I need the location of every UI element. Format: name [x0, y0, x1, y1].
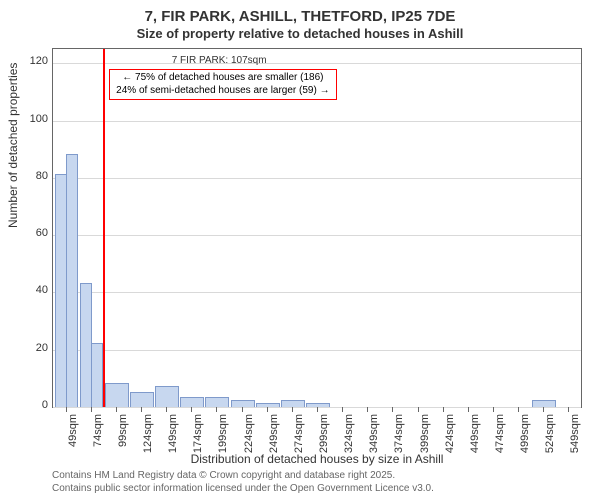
chart-container: 7, FIR PARK, ASHILL, THETFORD, IP25 7DE …: [0, 0, 600, 500]
x-tick-mark: [191, 407, 192, 412]
x-tick-mark: [267, 407, 268, 412]
x-tick-mark: [443, 407, 444, 412]
annotation-line-1: ← 75% of detached houses are smaller (18…: [116, 72, 329, 85]
histogram-bar: [205, 397, 229, 407]
histogram-bar: [66, 154, 79, 407]
histogram-bar: [256, 403, 280, 407]
histogram-bar: [105, 383, 129, 407]
x-tick-mark: [418, 407, 419, 412]
x-tick-mark: [392, 407, 393, 412]
gridline: [53, 292, 581, 293]
x-tick-mark: [468, 407, 469, 412]
histogram-bar: [91, 343, 104, 407]
x-tick-mark: [493, 407, 494, 412]
histogram-bar: [532, 400, 556, 407]
x-tick-mark: [91, 407, 92, 412]
histogram-bar: [130, 392, 154, 407]
histogram-bar: [155, 386, 179, 407]
x-axis-label: Distribution of detached houses by size …: [52, 452, 582, 466]
chart-subtitle: Size of property relative to detached ho…: [0, 26, 600, 41]
x-tick-mark: [518, 407, 519, 412]
annotation-title: 7 FIR PARK: 107sqm: [109, 55, 329, 66]
x-tick-mark: [116, 407, 117, 412]
histogram-bar: [281, 400, 305, 407]
chart-title: 7, FIR PARK, ASHILL, THETFORD, IP25 7DE: [0, 8, 600, 25]
footer-line-2: Contains public sector information licen…: [52, 483, 434, 494]
x-tick-mark: [543, 407, 544, 412]
gridline: [53, 121, 581, 122]
y-tick-label: 120: [8, 55, 48, 67]
gridline: [53, 178, 581, 179]
gridline: [53, 235, 581, 236]
footer-line-1: Contains HM Land Registry data © Crown c…: [52, 470, 395, 481]
y-tick-label: 0: [8, 399, 48, 411]
plot-area: 7 FIR PARK: 107sqm ← 75% of detached hous…: [52, 48, 582, 408]
x-tick-mark: [66, 407, 67, 412]
y-tick-label: 20: [8, 342, 48, 354]
y-tick-label: 40: [8, 284, 48, 296]
x-tick-mark: [166, 407, 167, 412]
x-tick-mark: [242, 407, 243, 412]
x-tick-mark: [568, 407, 569, 412]
x-tick-mark: [342, 407, 343, 412]
marker-line: [103, 49, 105, 407]
x-tick-mark: [367, 407, 368, 412]
x-tick-mark: [292, 407, 293, 412]
y-tick-label: 80: [8, 170, 48, 182]
y-axis-label: Number of detached properties: [6, 63, 20, 228]
histogram-bar: [306, 403, 330, 407]
x-tick-mark: [141, 407, 142, 412]
annotation-box: ← 75% of detached houses are smaller (18…: [109, 69, 336, 100]
y-tick-label: 60: [8, 227, 48, 239]
histogram-bar: [231, 400, 255, 407]
histogram-bar: [180, 397, 204, 407]
y-tick-label: 100: [8, 113, 48, 125]
x-tick-mark: [317, 407, 318, 412]
gridline: [53, 350, 581, 351]
annotation-line-2: 24% of semi-detached houses are larger (…: [116, 85, 329, 98]
x-tick-mark: [216, 407, 217, 412]
